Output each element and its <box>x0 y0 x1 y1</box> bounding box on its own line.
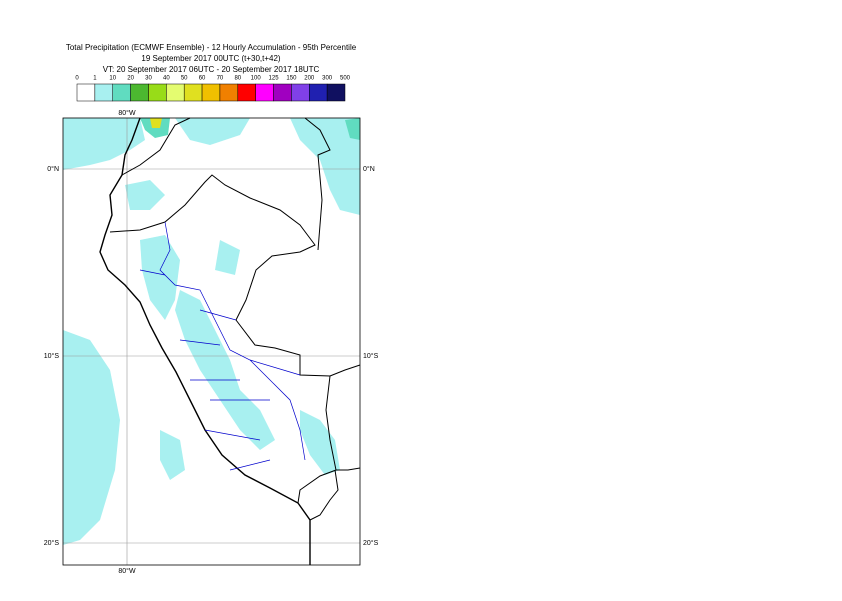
title-line: 19 September 2017 00UTC (t+30,t+42) <box>141 54 281 63</box>
legend-label: 500 <box>340 76 351 82</box>
legend-label: 150 <box>286 76 297 82</box>
map <box>62 117 361 566</box>
coastline <box>99 117 311 565</box>
legend-label: 10 <box>109 76 116 82</box>
title-line: VT: 20 September 2017 06UTC - 20 Septemb… <box>103 65 320 74</box>
legend-swatch <box>237 83 256 102</box>
legend-label: 1 <box>93 76 97 82</box>
legend-label: 125 <box>269 76 280 82</box>
precipitation-peak <box>150 118 162 128</box>
legend-swatch <box>201 83 221 102</box>
legend-swatch <box>130 83 149 102</box>
legend-swatch <box>148 83 167 102</box>
legend-swatch <box>326 83 346 102</box>
legend-label: 0 <box>75 76 79 82</box>
legend-label: 50 <box>181 76 188 82</box>
legend-label: 200 <box>304 76 315 82</box>
lat-label: 10°S <box>44 352 60 360</box>
lon-label: 80°W <box>118 567 136 575</box>
map-frame <box>62 117 361 566</box>
lat-label: 20°S <box>363 539 379 547</box>
lat-label: 0°N <box>363 165 375 173</box>
legend-label: 100 <box>251 76 262 82</box>
legend-label: 70 <box>217 76 224 82</box>
legend-label: 80 <box>234 76 241 82</box>
precipitation <box>63 118 360 545</box>
legend-swatch <box>112 83 131 102</box>
lat-label: 0°N <box>47 165 59 173</box>
legend-label: 300 <box>322 76 333 82</box>
title-line: Total Precipitation (ECMWF Ensemble) - 1… <box>66 43 357 52</box>
lat-label: 20°S <box>44 539 60 547</box>
lon-label: 80°W <box>118 109 136 117</box>
legend-label: 40 <box>163 76 170 82</box>
legend-swatch <box>273 83 292 102</box>
legend-swatch <box>94 83 113 102</box>
legend-swatch <box>291 83 310 102</box>
legend-label: 60 <box>199 76 206 82</box>
country-borders <box>109 117 361 521</box>
legend-swatch <box>255 83 274 102</box>
legend-swatch <box>309 83 328 102</box>
legend-label: 30 <box>145 76 152 82</box>
legend-swatch <box>76 83 96 102</box>
legend-swatch <box>219 83 239 102</box>
legend-swatch <box>166 83 185 102</box>
region-borders <box>139 221 306 471</box>
legend-swatch <box>183 83 203 102</box>
legend-label: 20 <box>127 76 134 82</box>
lat-label: 10°S <box>363 352 379 360</box>
